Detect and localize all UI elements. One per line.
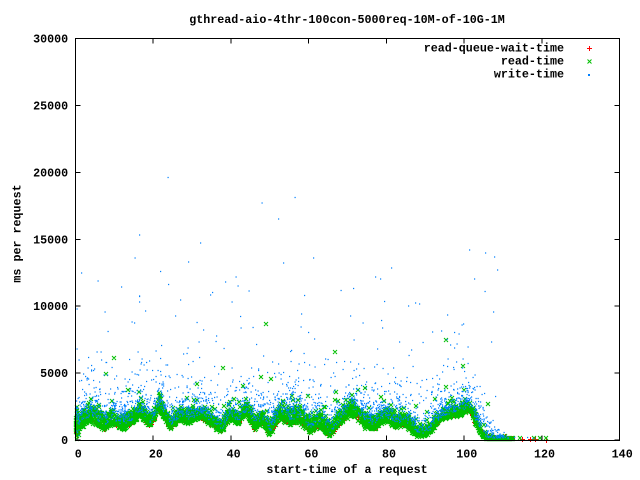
svg-text:gthread-aio-4thr-100con-5000re: gthread-aio-4thr-100con-5000req-10M-of-1… bbox=[189, 13, 505, 27]
svg-text:100: 100 bbox=[456, 448, 477, 462]
svg-text:15000: 15000 bbox=[33, 233, 68, 247]
svg-text:0: 0 bbox=[61, 434, 68, 448]
svg-text:read-time: read-time bbox=[501, 55, 564, 69]
svg-text:start-time of a request: start-time of a request bbox=[266, 463, 427, 477]
svg-text:60: 60 bbox=[304, 448, 318, 462]
svg-text:10000: 10000 bbox=[33, 300, 68, 314]
svg-text:20000: 20000 bbox=[33, 166, 68, 180]
svg-text:80: 80 bbox=[382, 448, 396, 462]
svg-text:140: 140 bbox=[612, 448, 633, 462]
svg-text:30000: 30000 bbox=[33, 33, 68, 47]
svg-text:0: 0 bbox=[75, 448, 82, 462]
svg-text:read-queue-wait-time: read-queue-wait-time bbox=[424, 42, 564, 56]
svg-text:ms per request: ms per request bbox=[10, 184, 24, 282]
svg-text:20: 20 bbox=[149, 448, 163, 462]
svg-text:25000: 25000 bbox=[33, 99, 68, 113]
svg-text:40: 40 bbox=[227, 448, 241, 462]
svg-text:write-time: write-time bbox=[494, 68, 564, 82]
svg-text:5000: 5000 bbox=[40, 367, 68, 381]
svg-text:120: 120 bbox=[534, 448, 555, 462]
